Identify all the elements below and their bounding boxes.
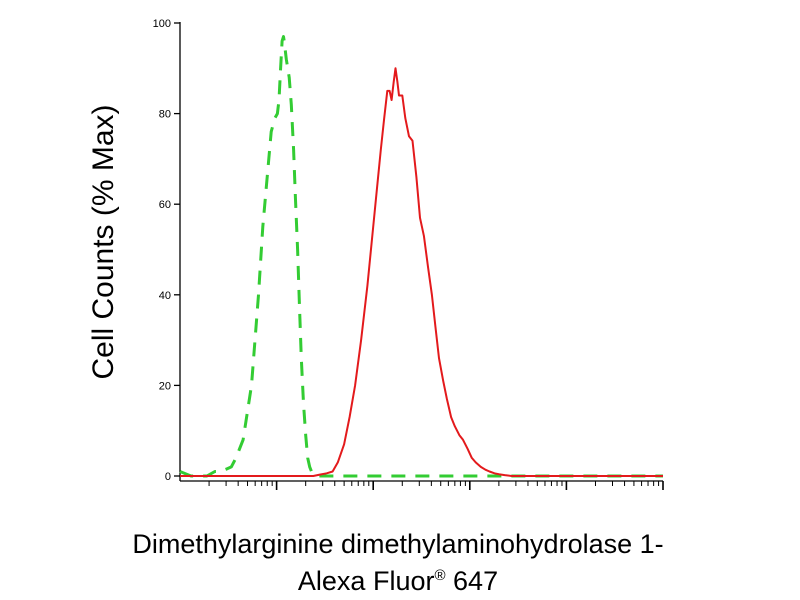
y-tick-label-80: 80 (159, 109, 171, 121)
x-axis-label-line1: Dimethylarginine dimethylaminohydrolase … (132, 529, 663, 559)
sample-histogram-line (180, 67, 663, 477)
y-tick-label-40: 40 (159, 290, 171, 302)
control-histogram-line (179, 35, 663, 478)
y-axis-ticks: 0 20 40 60 80 100 (153, 18, 180, 483)
y-axis-label: Cell Counts (% Max) (87, 104, 120, 379)
series-group (179, 35, 663, 478)
x-axis-label-line2: Alexa Fluor® 647 (298, 566, 498, 596)
y-tick-label-20: 20 (159, 380, 171, 392)
x-axis-label-registered-mark: ® (434, 567, 445, 584)
axes (179, 22, 663, 482)
x-axis-label-suffix: 647 (446, 566, 499, 596)
y-tick-label-0: 0 (165, 471, 171, 483)
y-tick-label-100: 100 (153, 18, 171, 30)
x-axis-label-fluor: Alexa Fluor (298, 566, 435, 596)
y-tick-label-60: 60 (159, 199, 171, 211)
x-axis-ticks (208, 481, 664, 490)
